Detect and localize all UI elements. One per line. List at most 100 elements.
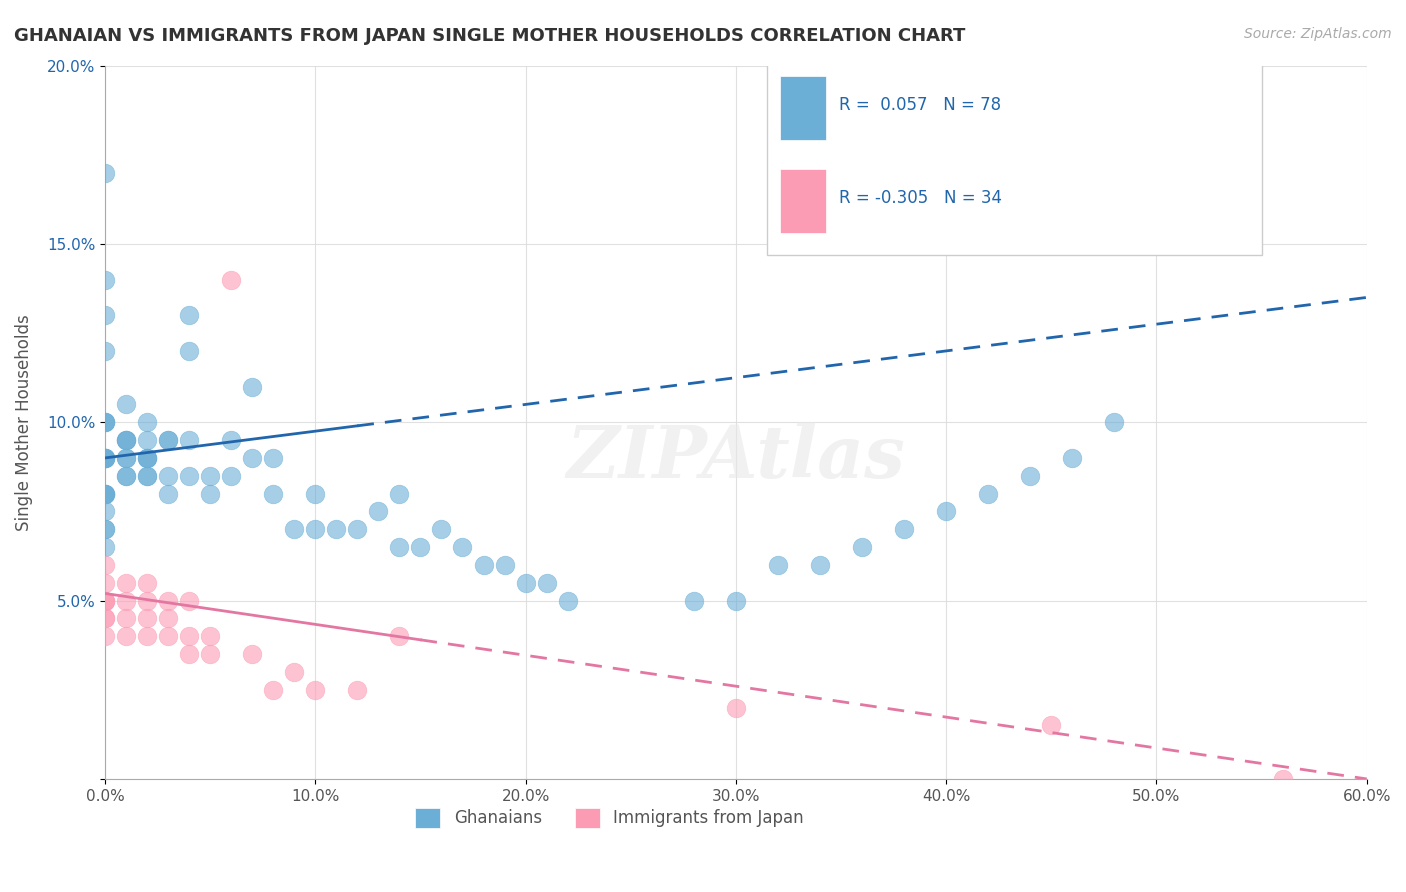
Point xyxy=(94,415,117,429)
Point xyxy=(557,593,579,607)
Point xyxy=(115,611,138,625)
Point xyxy=(177,629,200,643)
Point xyxy=(94,593,117,607)
Point xyxy=(136,450,159,465)
Point xyxy=(157,611,180,625)
Legend: Ghanaians, Immigrants from Japan: Ghanaians, Immigrants from Japan xyxy=(409,801,811,835)
Point xyxy=(1062,450,1084,465)
Point xyxy=(177,433,200,447)
Point xyxy=(94,415,117,429)
Point xyxy=(198,647,221,661)
Point xyxy=(515,575,537,590)
Point xyxy=(94,629,117,643)
Text: R =  0.057   N = 78: R = 0.057 N = 78 xyxy=(839,95,1001,114)
Point xyxy=(157,433,180,447)
Bar xyxy=(768,48,1261,254)
Point xyxy=(94,272,117,286)
Point xyxy=(893,522,915,536)
Point xyxy=(1271,772,1294,786)
Point xyxy=(198,629,221,643)
Point xyxy=(94,558,117,572)
Point xyxy=(472,558,495,572)
Point xyxy=(304,522,326,536)
Point xyxy=(136,433,159,447)
Point xyxy=(388,629,411,643)
Point xyxy=(724,593,747,607)
Point xyxy=(115,468,138,483)
Point xyxy=(494,558,516,572)
Point xyxy=(409,540,432,554)
Point xyxy=(240,379,263,393)
Point xyxy=(808,558,831,572)
Point xyxy=(115,433,138,447)
Point xyxy=(177,647,200,661)
Point xyxy=(177,343,200,358)
Point xyxy=(157,629,180,643)
Point xyxy=(977,486,1000,500)
Point xyxy=(766,558,789,572)
Point xyxy=(136,575,159,590)
Point xyxy=(94,611,117,625)
Point xyxy=(724,700,747,714)
Point xyxy=(346,522,368,536)
Point xyxy=(94,504,117,518)
Point xyxy=(346,682,368,697)
Point xyxy=(240,647,263,661)
Point xyxy=(136,468,159,483)
Point xyxy=(115,397,138,411)
Point xyxy=(94,450,117,465)
Point xyxy=(177,468,200,483)
Point xyxy=(94,522,117,536)
Point xyxy=(177,593,200,607)
Point xyxy=(1104,415,1126,429)
Point xyxy=(177,308,200,322)
Point xyxy=(367,504,389,518)
Point xyxy=(115,468,138,483)
Point xyxy=(198,468,221,483)
Point xyxy=(94,486,117,500)
Text: R = -0.305   N = 34: R = -0.305 N = 34 xyxy=(839,188,1002,207)
Point xyxy=(94,593,117,607)
Point xyxy=(157,486,180,500)
Point xyxy=(94,415,117,429)
Bar xyxy=(780,169,827,233)
Point xyxy=(304,486,326,500)
Point xyxy=(198,486,221,500)
Text: GHANAIAN VS IMMIGRANTS FROM JAPAN SINGLE MOTHER HOUSEHOLDS CORRELATION CHART: GHANAIAN VS IMMIGRANTS FROM JAPAN SINGLE… xyxy=(14,27,966,45)
Point xyxy=(115,575,138,590)
Point xyxy=(157,433,180,447)
Point xyxy=(219,433,242,447)
Y-axis label: Single Mother Households: Single Mother Households xyxy=(15,314,32,531)
Point xyxy=(94,450,117,465)
Point xyxy=(94,450,117,465)
Point xyxy=(94,593,117,607)
Point xyxy=(115,593,138,607)
Point xyxy=(136,593,159,607)
Point xyxy=(94,308,117,322)
Point xyxy=(136,450,159,465)
Point xyxy=(136,629,159,643)
Point xyxy=(136,415,159,429)
Point xyxy=(115,629,138,643)
Point xyxy=(94,540,117,554)
Point xyxy=(94,450,117,465)
Bar xyxy=(780,77,827,141)
Point xyxy=(94,486,117,500)
Point xyxy=(136,468,159,483)
Point xyxy=(325,522,347,536)
Point xyxy=(430,522,453,536)
Point xyxy=(219,272,242,286)
Point xyxy=(1040,718,1063,732)
Point xyxy=(115,433,138,447)
Point xyxy=(94,486,117,500)
Point xyxy=(1019,468,1042,483)
Point xyxy=(262,682,284,697)
Point xyxy=(451,540,474,554)
Point xyxy=(136,611,159,625)
Point xyxy=(851,540,873,554)
Point xyxy=(935,504,957,518)
Point xyxy=(388,486,411,500)
Point xyxy=(283,522,305,536)
Point xyxy=(94,522,117,536)
Text: ZIPAtlas: ZIPAtlas xyxy=(567,423,905,493)
